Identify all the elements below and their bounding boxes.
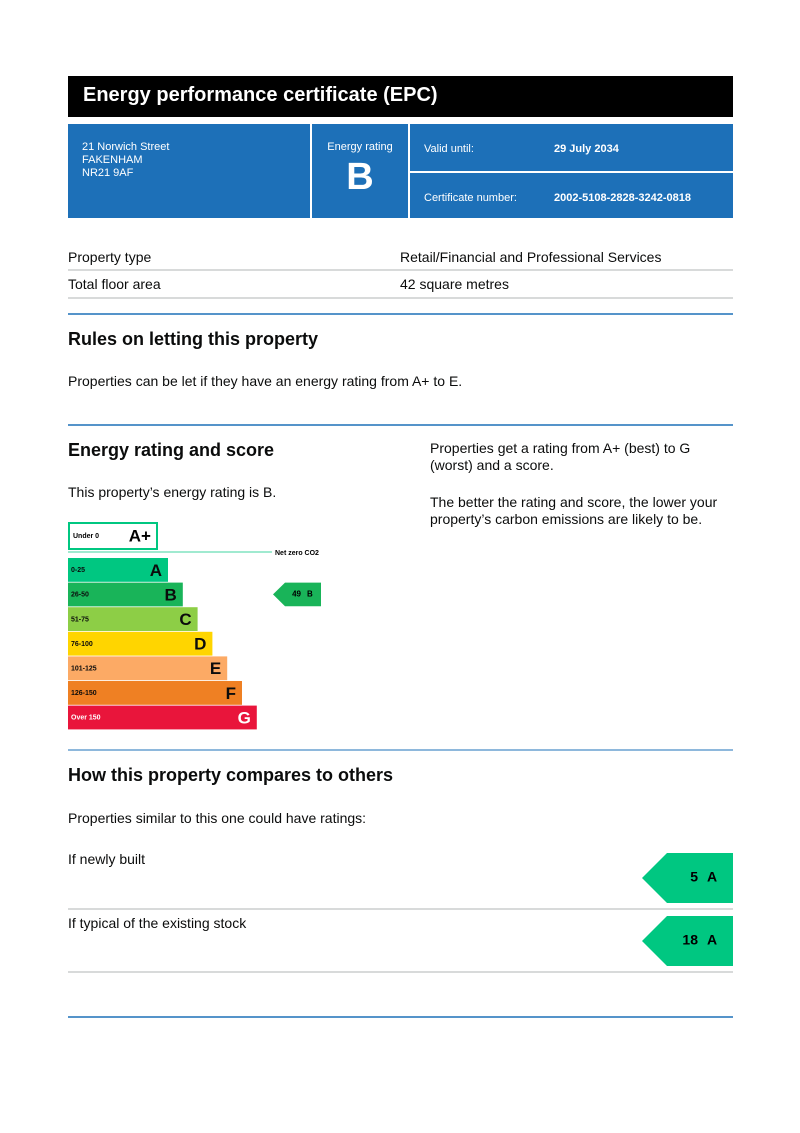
band-letter: B <box>165 585 177 604</box>
band-letter: F <box>226 684 236 703</box>
compare-band: A <box>707 869 717 885</box>
cert-label: Certificate number: <box>424 192 517 204</box>
compare-arrow <box>642 853 733 903</box>
band <box>68 582 183 607</box>
valid-value: 29 July 2034 <box>554 143 619 155</box>
band-range: 0-25 <box>71 567 85 574</box>
rating-score: 49 <box>292 590 301 599</box>
band <box>68 558 168 582</box>
band-letter: A <box>150 561 162 580</box>
title: Energy performance certificate (EPC) <box>83 84 438 106</box>
rating-arrow <box>273 582 321 607</box>
row-label: Property type <box>68 249 152 265</box>
paragraph: Properties can be let if they have an en… <box>68 373 463 389</box>
paragraph: Properties similar to this one could hav… <box>68 810 367 826</box>
address-line: 21 Norwich Street <box>82 141 170 153</box>
band-range: 26-50 <box>71 592 89 599</box>
band-range: 76-100 <box>71 641 93 648</box>
band-letter: A+ <box>129 526 151 545</box>
address-line: FAKENHAM <box>82 154 143 166</box>
band-range: Over 150 <box>71 715 101 722</box>
band-range: 101-125 <box>71 666 97 673</box>
band <box>68 631 213 656</box>
heading: How this property compares to others <box>68 765 394 785</box>
rating-band: B <box>307 590 313 599</box>
heading: Rules on letting this property <box>68 329 319 349</box>
address-box <box>68 124 310 218</box>
band-letter: D <box>194 635 206 654</box>
band-range: 126-150 <box>71 690 97 697</box>
band-letter: G <box>238 708 251 727</box>
valid-label: Valid until: <box>424 143 474 155</box>
paragraph: Properties get a rating from A+ (best) t… <box>430 440 691 473</box>
band <box>68 656 228 681</box>
band-letter: C <box>179 610 191 629</box>
rating-box <box>312 124 408 218</box>
row-label: Total floor area <box>68 276 161 292</box>
valid-box <box>410 124 733 171</box>
paragraph: This property’s energy rating is B. <box>68 484 277 500</box>
heading: Energy rating and score <box>68 440 275 460</box>
address-line: NR21 9AF <box>82 167 134 179</box>
paragraph: The better the rating and score, the low… <box>430 494 718 527</box>
rating-label: Energy rating <box>327 141 393 153</box>
row-value: 42 square metres <box>400 276 509 292</box>
band-letter: E <box>210 659 221 678</box>
compare-arrow <box>642 916 733 966</box>
band <box>68 607 198 631</box>
band-outline <box>68 522 158 550</box>
compare-score: 5 <box>690 869 698 885</box>
compare-score: 18 <box>682 932 698 948</box>
band <box>68 705 257 730</box>
compare-label: If newly built <box>68 851 146 867</box>
compare-label: If typical of the existing stock <box>68 915 247 931</box>
header-bar <box>68 76 733 117</box>
compare-band: A <box>707 932 717 948</box>
band <box>68 681 242 705</box>
cert-box <box>410 173 733 218</box>
rating: B <box>346 156 374 198</box>
row-value: Retail/Financial and Professional Servic… <box>400 249 662 265</box>
band-range: Under 0 <box>73 533 99 540</box>
address: 21 Norwich Street FAKENHAM NR21 9AF <box>82 141 169 180</box>
net-zero-label: Net zero CO2 <box>275 550 319 557</box>
band-range: 51-75 <box>71 616 89 623</box>
cert-value: 2002-5108-2828-3242-0818 <box>554 192 692 204</box>
